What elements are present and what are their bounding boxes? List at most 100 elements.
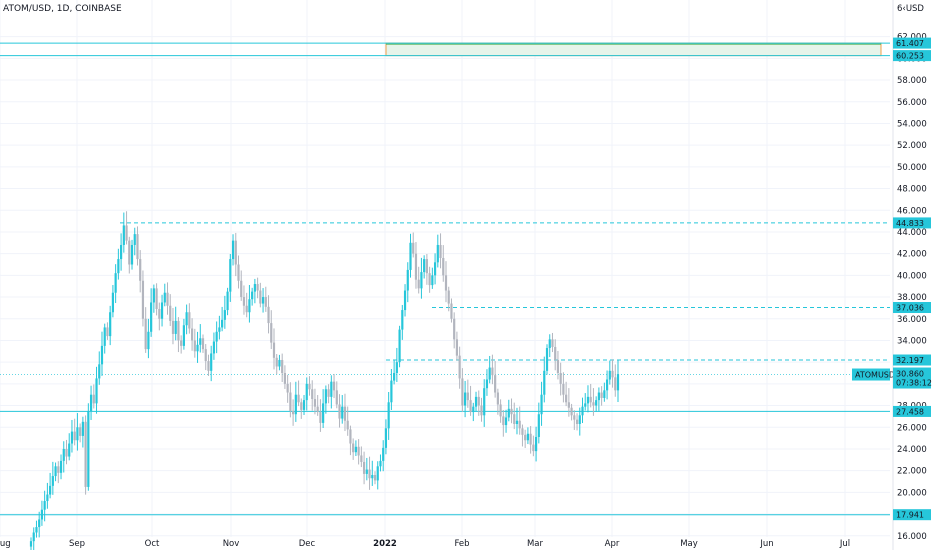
candle-body bbox=[371, 474, 374, 479]
candle-body bbox=[111, 292, 115, 313]
candle-body bbox=[169, 305, 172, 321]
candle-body bbox=[464, 392, 467, 406]
candle-body bbox=[488, 367, 491, 380]
candle-body bbox=[218, 327, 221, 332]
candle-body bbox=[335, 390, 338, 405]
candle-body bbox=[597, 392, 600, 401]
price-axis[interactable]: 16.00018.00020.00022.00024.00026.00028.0… bbox=[897, 33, 927, 542]
candle-body bbox=[466, 392, 469, 401]
candle-body bbox=[608, 370, 611, 380]
price-tick-label: 54.000 bbox=[897, 119, 927, 129]
candle-body bbox=[272, 342, 276, 358]
candle-body bbox=[70, 431, 74, 444]
candle-body bbox=[76, 427, 79, 441]
symbol-tag-label: ATOMUSD bbox=[855, 371, 895, 380]
candle-body bbox=[139, 259, 142, 281]
candle-body bbox=[341, 406, 344, 419]
candle-body bbox=[442, 257, 445, 276]
candle-body bbox=[499, 404, 502, 417]
candle-body bbox=[261, 297, 265, 304]
candle-body bbox=[433, 262, 437, 276]
candle-body bbox=[581, 406, 584, 416]
candle-body bbox=[174, 320, 177, 334]
last-price-label: 30.860 bbox=[896, 370, 924, 379]
candle-body bbox=[163, 292, 166, 303]
candle-body bbox=[245, 305, 248, 313]
candle-body bbox=[119, 244, 123, 260]
candle-body bbox=[51, 476, 54, 486]
candle-body bbox=[38, 519, 41, 528]
time-tick-label: Mar bbox=[527, 539, 544, 549]
time-tick-label: Jun bbox=[759, 539, 773, 549]
candle-body bbox=[324, 389, 327, 404]
candle-body bbox=[346, 420, 349, 430]
candle-body bbox=[226, 291, 229, 311]
candle-body bbox=[32, 532, 35, 542]
price-tick-label: 38.000 bbox=[897, 293, 927, 303]
candle-body bbox=[406, 269, 409, 291]
candle-body bbox=[559, 373, 562, 384]
candle-body bbox=[136, 234, 139, 260]
candle-body bbox=[532, 444, 535, 452]
candle-body bbox=[373, 474, 377, 481]
candle-body bbox=[524, 434, 527, 441]
candle-body bbox=[526, 433, 530, 441]
candle-body bbox=[368, 469, 371, 479]
candle-body bbox=[425, 259, 428, 274]
candle-body bbox=[469, 400, 472, 413]
candle-body bbox=[616, 374, 620, 391]
candle-body bbox=[491, 367, 494, 376]
candle-body bbox=[412, 242, 415, 254]
candle-body bbox=[144, 318, 147, 350]
candle-body bbox=[423, 259, 426, 273]
candle-body bbox=[354, 446, 357, 453]
level-tag-box bbox=[893, 302, 931, 314]
price-tick-label: 40.000 bbox=[897, 271, 927, 281]
candle-body bbox=[267, 306, 270, 324]
candle-body bbox=[278, 359, 281, 367]
time-axis[interactable]: Aug Sep Oct Nov Dec 2022 Feb Mar Apr May Jun Jul bbox=[0, 539, 850, 549]
candle-body bbox=[35, 527, 38, 533]
candle-body bbox=[420, 272, 423, 289]
candle-body bbox=[40, 509, 44, 520]
price-tick-label: 48.000 bbox=[897, 185, 927, 195]
candle-body bbox=[393, 373, 396, 381]
candle-body bbox=[603, 390, 606, 398]
candle-body bbox=[59, 460, 63, 473]
price-tick-label: 22.000 bbox=[897, 467, 927, 477]
candle-body bbox=[600, 392, 603, 398]
level-tag-label: 44.833 bbox=[896, 219, 924, 228]
time-tick-label: 2022 bbox=[373, 539, 397, 549]
candle-body bbox=[338, 404, 341, 419]
price-zone-rectangle[interactable] bbox=[385, 42, 882, 57]
candle-body bbox=[515, 420, 519, 424]
candle-body bbox=[485, 379, 489, 389]
candle-body bbox=[103, 327, 106, 346]
candle-body bbox=[248, 299, 251, 313]
candle-body bbox=[551, 339, 554, 347]
candle-body bbox=[352, 443, 355, 453]
candle-body bbox=[128, 240, 131, 265]
candle-body bbox=[204, 349, 207, 362]
candle-body bbox=[379, 460, 382, 467]
candle-body bbox=[221, 319, 224, 328]
time-tick-label: May bbox=[680, 539, 698, 549]
candle-body bbox=[264, 297, 267, 307]
candle-body bbox=[166, 292, 169, 306]
countdown-label: 07:38:12 bbox=[896, 379, 932, 388]
candle-body bbox=[117, 259, 120, 274]
candle-body bbox=[229, 259, 232, 292]
candle-body bbox=[507, 408, 510, 418]
candle-body bbox=[365, 469, 368, 474]
candle-body bbox=[259, 290, 262, 304]
candle-body bbox=[521, 428, 524, 435]
candle-body bbox=[403, 290, 407, 311]
price-tick-label: 44.000 bbox=[897, 228, 927, 238]
candle-body bbox=[565, 394, 568, 403]
candle-body bbox=[65, 448, 68, 457]
candle-body bbox=[534, 437, 538, 452]
candle-body bbox=[294, 394, 297, 415]
price-tick-label: 20.000 bbox=[897, 488, 927, 498]
candle-body bbox=[401, 310, 404, 330]
